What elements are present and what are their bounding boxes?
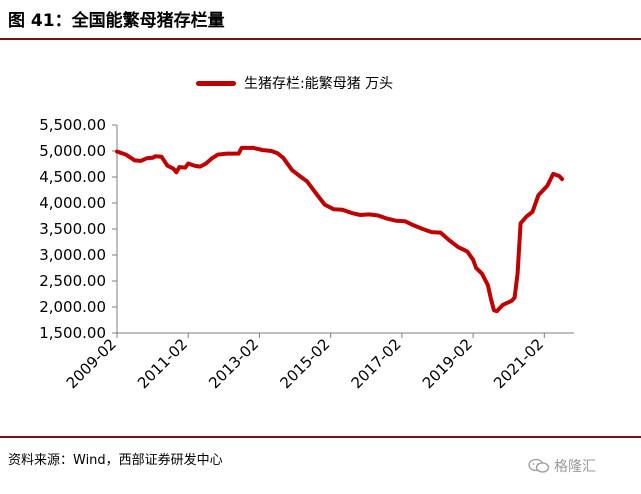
bottom-divider: [0, 436, 641, 438]
x-tick-label: 2017-02: [348, 335, 405, 392]
page-title: 图 41：全国能繁母猪存栏量: [8, 11, 225, 31]
y-tick-label: 3,500.00: [39, 220, 106, 238]
y-axis: 1,500.00 2,000.00 2,500.00 3,000.00 3,500.00…: [39, 116, 118, 342]
plot-area: [115, 145, 565, 314]
y-tick-label: 1,500.00: [39, 324, 106, 342]
y-tick-label: 2,000.00: [39, 298, 106, 316]
legend-swatch: [196, 80, 236, 86]
x-tick-label: 2021-02: [490, 335, 547, 392]
series-line: [115, 145, 565, 314]
watermark-text: 格隆汇: [554, 459, 596, 475]
legend-label: 生猪存栏:能繁母猪 万头: [244, 76, 394, 92]
source-note: 资料来源：Wind，西部证券研发中心: [8, 453, 223, 468]
chart-legend: 生猪存栏:能繁母猪 万头: [196, 71, 393, 95]
x-tick-label: 2013-02: [205, 335, 262, 392]
line-chart: 1,500.00 2,000.00 2,500.00 3,000.00 3,500.00…: [39, 116, 574, 392]
y-tick-label: 5,000.00: [39, 142, 106, 160]
y-tick-label: 4,000.00: [39, 194, 106, 212]
wechat-icon: [528, 458, 550, 473]
x-tick-label: 2015-02: [276, 335, 333, 392]
x-tick-label: 2009-02: [63, 335, 120, 392]
x-tick-label: 2011-02: [134, 335, 191, 392]
y-tick-label: 4,500.00: [39, 168, 106, 186]
y-tick-label: 5,500.00: [39, 116, 106, 134]
watermark: 格隆汇: [528, 456, 596, 476]
x-axis: 2009-02 2011-02 2013-02 2015-02 2017-02 2019-…: [63, 332, 574, 392]
x-tick-label: 2019-02: [419, 335, 476, 392]
y-tick-label: 2,500.00: [39, 272, 106, 290]
y-tick-label: 3,000.00: [39, 246, 106, 264]
top-divider: [0, 38, 641, 40]
